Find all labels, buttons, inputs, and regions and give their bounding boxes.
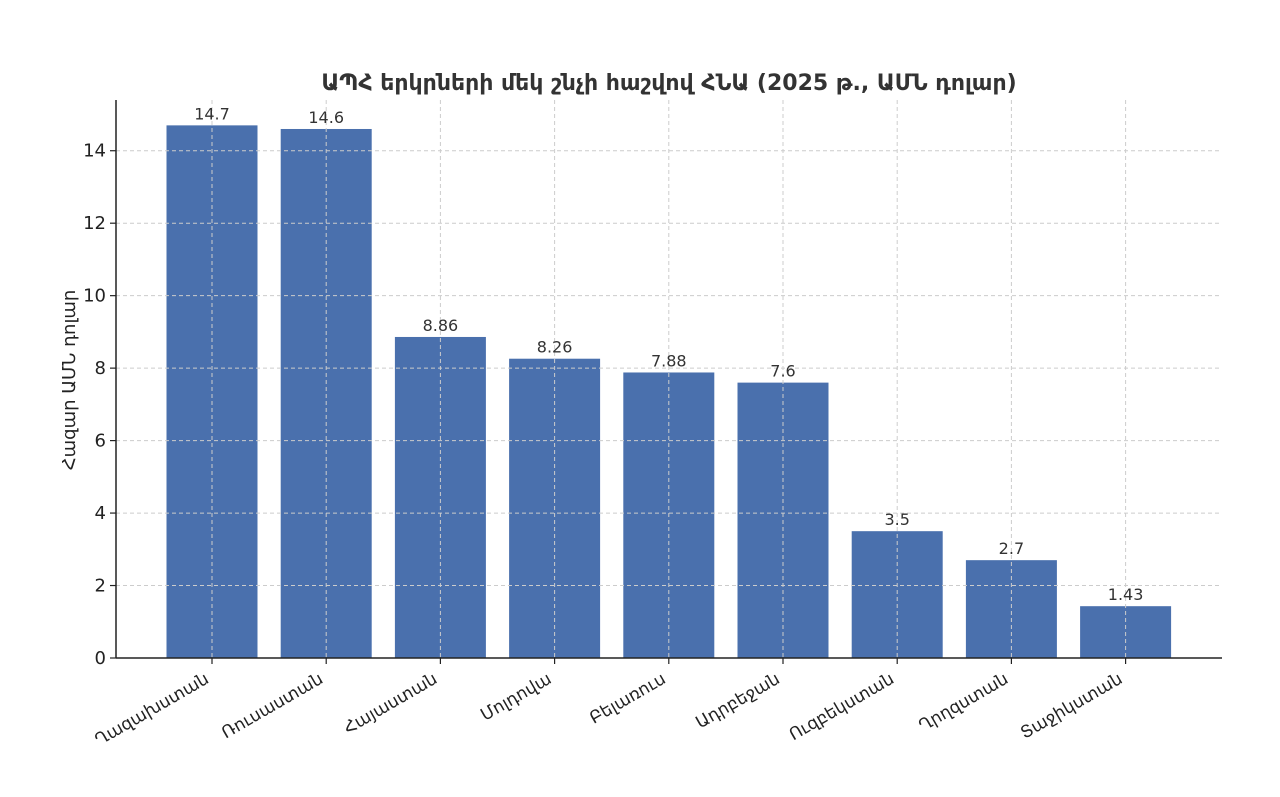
data-label: 8.86 — [423, 316, 459, 335]
x-tick-label: Ղազախստան — [92, 669, 213, 750]
bar — [965, 560, 1057, 658]
data-label: 2.7 — [999, 539, 1024, 558]
y-tick-label: 2 — [95, 576, 106, 597]
x-tick-label: Հայաստան — [340, 669, 441, 739]
data-labels: 14.7 14.6 8.86 8.26 7.88 7.6 3.5 2.7 1.43 — [194, 104, 1143, 604]
y-tick-label: 8 — [95, 358, 106, 379]
data-label: 14.6 — [308, 108, 344, 127]
x-tick-label: Ռուսաստան — [218, 669, 326, 743]
data-label: 3.5 — [884, 510, 909, 529]
data-label: 7.6 — [770, 362, 795, 381]
y-tick-label: 12 — [83, 213, 106, 234]
bar — [851, 531, 943, 658]
x-tick-label: Ուզբեկստան — [786, 669, 898, 745]
y-tick-label: 10 — [83, 286, 106, 307]
x-tick-label: Բելառուս — [586, 669, 669, 729]
y-ticks: 0 2 4 6 8 10 12 14 — [83, 141, 1127, 669]
data-label: 14.7 — [194, 104, 230, 123]
y-tick-label: 4 — [95, 503, 106, 524]
y-tick-label: 0 — [95, 648, 106, 669]
data-label: 7.88 — [651, 351, 687, 370]
grid-overlay — [116, 100, 1222, 658]
y-axis-label: Հազար ԱՄՆ դոլար — [59, 290, 80, 471]
x-tick-label: Տաջիկստան — [1017, 669, 1126, 743]
x-tick-label: Մոլդովա — [477, 669, 555, 725]
data-label: 8.26 — [537, 338, 573, 357]
data-label: 1.43 — [1108, 585, 1144, 604]
y-tick-label: 14 — [83, 141, 106, 162]
chart-title: ԱՊՀ երկրների մեկ շնչի հաշվով ՀՆԱ (2025 թ… — [321, 71, 1016, 96]
x-tick-label: Ադրբեջան — [693, 669, 784, 733]
x-tick-label: Ղրղզստան — [915, 669, 1011, 736]
y-tick-label: 6 — [95, 431, 106, 452]
x-tick-labels: Ղազախստան Ռուսաստան Հայաստան Մոլդովա Բելառու… — [92, 669, 1126, 750]
bar — [394, 336, 486, 658]
